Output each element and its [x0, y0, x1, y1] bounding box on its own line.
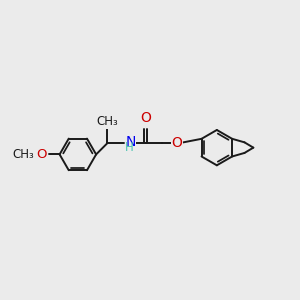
- Text: CH₃: CH₃: [12, 148, 34, 161]
- Text: N: N: [125, 135, 136, 149]
- Text: H: H: [125, 141, 134, 154]
- Text: CH₃: CH₃: [96, 115, 118, 128]
- Text: O: O: [140, 111, 151, 125]
- Text: O: O: [36, 148, 46, 161]
- Text: O: O: [171, 136, 182, 150]
